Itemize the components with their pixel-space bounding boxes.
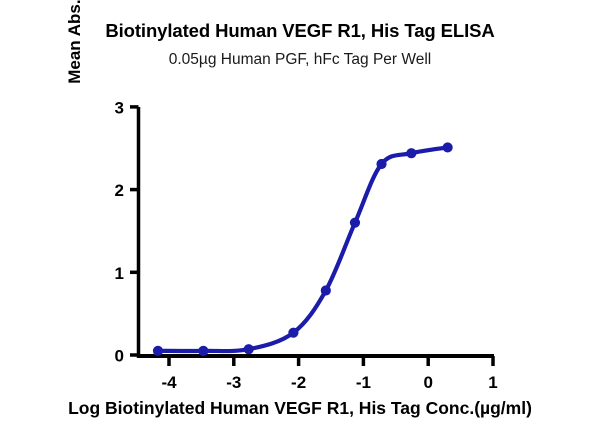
- data-point: [288, 327, 299, 338]
- x-axis-ticks: -4 -3 -2 -1 0 1: [161, 356, 498, 392]
- y-tick-label: 1: [115, 264, 124, 283]
- y-tick-label: 3: [115, 98, 124, 117]
- x-tick-label: -3: [226, 373, 241, 392]
- series-line: [155, 145, 450, 354]
- data-point: [198, 345, 209, 356]
- data-point: [152, 345, 164, 356]
- data-point: [442, 142, 453, 153]
- y-tick-label: 2: [115, 181, 124, 200]
- chart-subtitle: 0.05µg Human PGF, hFc Tag Per Well: [168, 51, 432, 68]
- data-point: [320, 285, 331, 296]
- chart-title: Biotinylated Human VEGF R1, His Tag ELIS…: [105, 20, 495, 41]
- x-tick-label: -4: [161, 373, 177, 392]
- data-point: [349, 217, 361, 228]
- x-tick-label: -1: [356, 373, 371, 392]
- y-axis-ticks: 0 1 2 3: [115, 98, 139, 366]
- x-axis-label: Log Biotinylated Human VEGF R1, His Tag …: [68, 398, 532, 418]
- axes: [136, 107, 494, 358]
- x-tick-label: 0: [423, 373, 432, 392]
- data-point: [376, 158, 387, 170]
- data-point: [243, 344, 254, 355]
- data-point: [406, 148, 417, 159]
- y-tick-label: 0: [115, 347, 124, 366]
- x-tick-label: -2: [291, 373, 306, 392]
- data-series: [152, 142, 453, 356]
- x-tick-label: 1: [488, 373, 497, 392]
